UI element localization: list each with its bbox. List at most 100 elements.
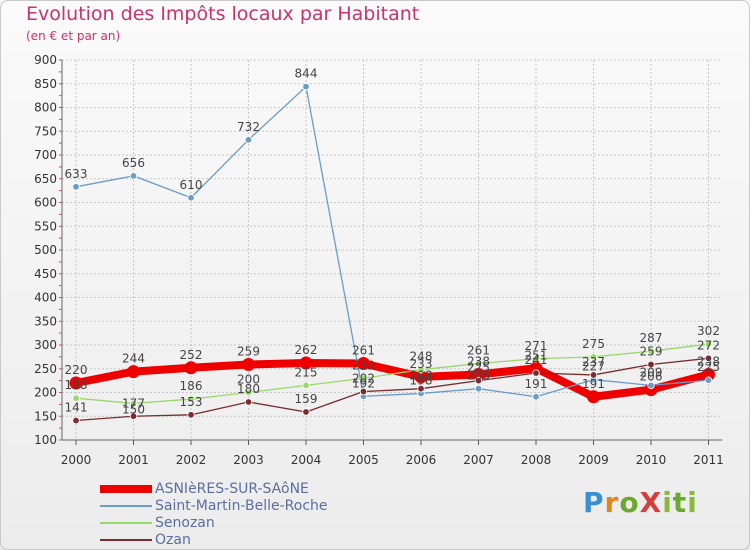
- data-label: 202: [352, 372, 375, 386]
- y-tick-label: 200: [34, 386, 57, 400]
- data-label: 248: [410, 350, 433, 364]
- data-label: 206: [640, 370, 663, 384]
- data-label: 153: [180, 395, 203, 409]
- data-label: 261: [467, 344, 490, 358]
- series-line-3: [75, 357, 710, 422]
- chart-subtitle: (en € et par an): [26, 29, 121, 43]
- x-tick-label: 2002: [176, 453, 207, 467]
- data-label: 191: [525, 377, 548, 391]
- x-tick-label: 2001: [118, 453, 149, 467]
- data-point: [242, 357, 255, 371]
- x-tick-label: 2005: [348, 453, 379, 467]
- data-label: 180: [237, 382, 260, 396]
- data-label: 732: [237, 120, 260, 134]
- data-label: 262: [295, 343, 318, 357]
- data-point: [474, 385, 483, 393]
- data-point: [129, 399, 138, 408]
- data-point: [647, 347, 655, 355]
- data-point: [589, 371, 598, 379]
- series-line-2: [75, 343, 710, 405]
- data-label: 141: [65, 401, 88, 415]
- data-label: 177: [122, 396, 145, 410]
- data-point: [72, 183, 80, 191]
- legend-label: Saint-Martin-Belle-Roche: [155, 498, 328, 514]
- legend-swatch: [100, 505, 152, 507]
- legend-label: Senozan: [155, 515, 215, 531]
- data-point: [302, 408, 310, 416]
- data-label: 275: [582, 337, 605, 351]
- series-line-1: [75, 85, 710, 398]
- axes: [59, 59, 722, 445]
- brand-letter: r: [604, 486, 620, 519]
- y-tick-label: 550: [34, 219, 57, 233]
- x-tick-label: 2003: [233, 453, 264, 467]
- data-point: [472, 367, 485, 381]
- data-label: 225: [697, 360, 720, 374]
- x-tick-label: 2010: [636, 453, 667, 467]
- y-tick-label: 400: [34, 291, 57, 305]
- data-label: 238: [467, 354, 490, 368]
- data-point: [704, 354, 713, 362]
- y-tick-label: 850: [34, 77, 57, 91]
- data-label: 252: [180, 348, 203, 362]
- data-label: 610: [180, 178, 203, 192]
- data-label: 200: [237, 373, 260, 387]
- data-point: [69, 376, 83, 390]
- data-point: [417, 385, 425, 393]
- y-tick-label: 750: [34, 124, 57, 138]
- data-point: [702, 367, 715, 381]
- data-point: [129, 172, 138, 180]
- data-label: 241: [525, 353, 548, 367]
- y-tick-label: 900: [34, 53, 57, 67]
- x-tick-label: 2009: [578, 453, 609, 467]
- data-label: 238: [697, 354, 720, 368]
- data-point: [299, 356, 313, 370]
- data-point: [704, 340, 713, 348]
- data-label: 272: [697, 338, 720, 352]
- data-label: 261: [352, 344, 375, 358]
- data-label: 186: [180, 379, 203, 393]
- data-label: 159: [295, 392, 318, 406]
- data-label: 237: [582, 355, 605, 369]
- data-label: 227: [582, 360, 605, 374]
- data-point: [647, 360, 655, 369]
- data-label: 251: [525, 348, 548, 362]
- data-label: 209: [640, 365, 663, 379]
- data-point: [417, 366, 425, 374]
- data-point: [474, 376, 483, 385]
- y-tick-label: 700: [34, 148, 57, 162]
- data-point: [244, 398, 253, 406]
- legend-label: ASNIèRES-SUR-SAôNE: [155, 481, 309, 497]
- brand-logo: ProXiti: [583, 486, 698, 519]
- y-tick-label: 450: [34, 267, 57, 281]
- data-label: 302: [697, 324, 720, 338]
- x-tick-label: 2004: [291, 453, 322, 467]
- chart-title: Evolution des Impôts locaux par Habitant: [26, 3, 420, 25]
- data-point: [359, 374, 368, 382]
- data-label: 656: [122, 156, 145, 170]
- y-tick-label: 800: [34, 101, 57, 115]
- data-label: 188: [65, 378, 88, 392]
- series-line-0: [72, 359, 713, 401]
- data-label: 208: [467, 369, 490, 383]
- data-label: 244: [122, 352, 145, 366]
- data-point: [357, 357, 370, 371]
- data-point: [129, 412, 138, 420]
- y-tick-label: 150: [34, 409, 57, 423]
- data-point: [302, 82, 310, 91]
- brand-letter: P: [583, 486, 605, 519]
- data-point: [72, 394, 80, 402]
- y-tick-label: 600: [34, 196, 57, 210]
- data-point: [244, 388, 253, 397]
- data-point: [359, 387, 368, 396]
- data-point: [414, 370, 428, 384]
- data-point: [704, 376, 713, 384]
- legend-swatch: [100, 485, 152, 493]
- x-tick-label: 2006: [406, 453, 437, 467]
- data-point: [127, 365, 140, 379]
- data-label: 233: [410, 357, 433, 371]
- y-tick-label: 100: [34, 433, 57, 447]
- data-label: 192: [352, 376, 375, 390]
